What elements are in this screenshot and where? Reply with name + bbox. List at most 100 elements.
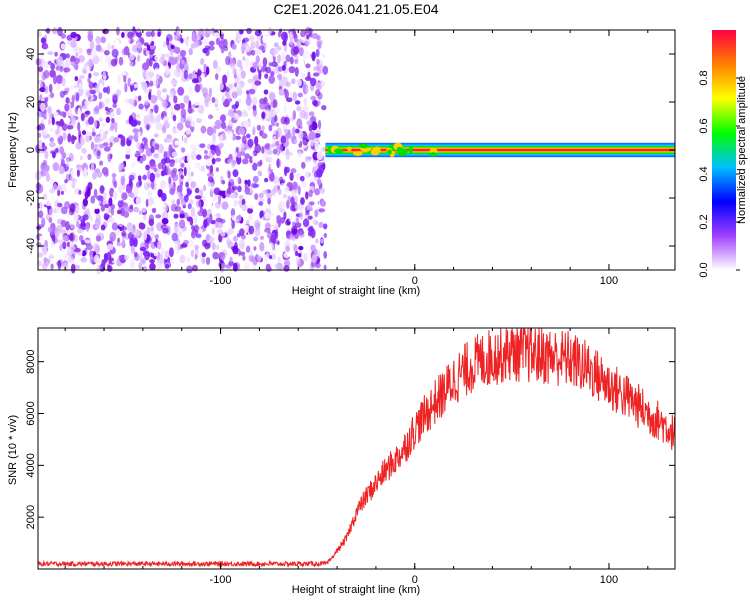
spectrogram-noise-blob [75, 141, 82, 150]
spectrogram-noise-blob [175, 40, 182, 48]
spectrogram-noise-blob [143, 230, 148, 241]
spectrogram-noise-blob [57, 26, 63, 37]
spectrogram-noise-blob [213, 125, 217, 135]
spectrogram-noise-blob [43, 44, 49, 49]
spectrogram-noise-blob [299, 109, 306, 119]
spectrogram-noise-blob [246, 133, 251, 139]
spectrogram-noise-blob [303, 97, 308, 107]
x-tick-label: 0 [412, 275, 418, 287]
spectrogram-noise-blob [96, 195, 103, 201]
spectrogram-noise-blob [285, 54, 291, 63]
spectrogram-noise-blob [149, 80, 154, 87]
spectrogram-noise-blob [302, 137, 309, 146]
spectrogram-noise-blob [38, 70, 43, 78]
spectrogram-noise-blob [61, 77, 66, 87]
spectrogram-noise-blob [135, 196, 142, 206]
spectrogram-noise-blob [311, 262, 317, 268]
spectrogram-noise-blob [55, 231, 60, 239]
spectrogram-noise-blob [166, 150, 171, 159]
spectrogram-noise-blob [290, 117, 294, 122]
spectrogram-noise-blob [101, 123, 106, 127]
spectrogram-noise-blob [235, 147, 239, 153]
spectrogram-noise-blob [322, 65, 329, 75]
spectrogram-noise-blob [194, 101, 200, 106]
spectrogram-noise-blob [95, 44, 102, 52]
spectrogram-noise-blob [280, 135, 287, 144]
spectrogram-noise-blob [168, 176, 172, 185]
spectrogram-noise-blob [44, 97, 49, 103]
spectrogram-noise-blob [277, 54, 281, 64]
spectrogram-noise-blob [214, 106, 220, 112]
spectrogram-noise-blob [183, 69, 188, 80]
spectrogram-noise-blob [199, 143, 206, 148]
spectrogram-noise-blob [168, 247, 174, 258]
spectrogram-noise-blob [208, 114, 214, 120]
spectrogram-noise-blob [283, 104, 287, 114]
spectrogram-noise-blob [156, 75, 162, 85]
spectrogram-noise-blob [154, 55, 158, 61]
spectrogram-noise-blob [227, 158, 233, 164]
spectrogram-noise-blob [296, 78, 302, 87]
spectrogram-noise-blob [195, 48, 202, 53]
spectrogram-noise-blob [180, 108, 187, 119]
spectrogram-noise-blob [228, 83, 233, 89]
spectrogram-noise-blob [218, 82, 224, 91]
spectrogram-noise-blob [52, 44, 57, 52]
spectrogram-noise-blob [173, 213, 179, 219]
spectrogram-noise-blob [89, 89, 96, 95]
spectrogram-noise-blob [200, 93, 204, 101]
spectrogram-noise-blob [200, 58, 205, 65]
spectrogram-noise-blob [249, 35, 255, 42]
spectrogram-noise-blob [79, 235, 84, 242]
snr-x-ticks: -100 0 100 [64, 328, 649, 586]
spectrogram-noise-blob [208, 45, 215, 51]
spectrogram-noise-blob [74, 234, 78, 243]
spectrogram-noise-blob [286, 230, 292, 235]
spectrogram-noise-blob [241, 198, 246, 206]
spectrogram-noise-blob [307, 144, 311, 150]
spectrogram-noise-blob [48, 142, 56, 148]
spectrogram-noise-blob [232, 245, 239, 255]
spectrogram-noise-blob [256, 124, 262, 131]
spectrogram-noise-blob [43, 258, 50, 266]
spectrogram-noise-blob [293, 189, 299, 194]
spectrogram-noise-blob [49, 188, 55, 194]
spectrogram-noise-blob [171, 79, 178, 85]
spectrogram-noise-blob [86, 110, 91, 116]
spectrogram-noise-blob [138, 103, 144, 110]
spectrogram-noise-blob [180, 153, 186, 163]
spectrogram-noise-blob [107, 198, 112, 205]
spectrogram-noise-blob [272, 148, 278, 155]
spectrogram-noise-blob [318, 135, 322, 144]
spectrogram-noise-blob [242, 158, 249, 165]
spectrogram-noise-blob [292, 110, 296, 120]
colorbar-tick-label: 0.2 [698, 214, 710, 229]
spectrogram-noise-blob [79, 74, 85, 80]
spectrogram-noise-blob [54, 97, 62, 102]
spectrogram-noise-blob [308, 189, 313, 198]
spectrogram-noise-blob [295, 257, 301, 265]
spectrogram-noise-blob [110, 207, 115, 216]
spectrogram-noise-blob [193, 225, 200, 233]
spectrogram-noise-blob [280, 217, 285, 224]
spectrogram-noise-blob [252, 264, 257, 271]
spectrogram-noise-blob [203, 63, 207, 72]
spectrogram-noise-blob [69, 203, 76, 213]
spectrogram-noise-blob [88, 73, 92, 79]
peak-line-blob [387, 149, 392, 155]
spectrogram-noise-blob [70, 31, 77, 39]
spectrogram-noise-blob [52, 125, 58, 131]
spectrogram-noise-blob [88, 58, 94, 68]
spectrogram-noise-blob [87, 77, 91, 84]
spectrogram-noise-blob [244, 153, 251, 159]
spectrogram-noise-blob [293, 244, 298, 253]
spectrogram-noise-blob [271, 253, 276, 261]
y-tick-label: 6000 [25, 401, 37, 425]
spectrogram-noise-blob [229, 149, 236, 154]
spectrogram-noise-blob [149, 259, 155, 264]
spectrogram-noise-blob [60, 190, 64, 195]
spectrogram-noise-blob [267, 150, 273, 155]
spectrogram-noise-blob [214, 220, 219, 229]
spectrogram-noise-blob [163, 122, 171, 129]
spectrogram-noise-blob [39, 87, 47, 93]
